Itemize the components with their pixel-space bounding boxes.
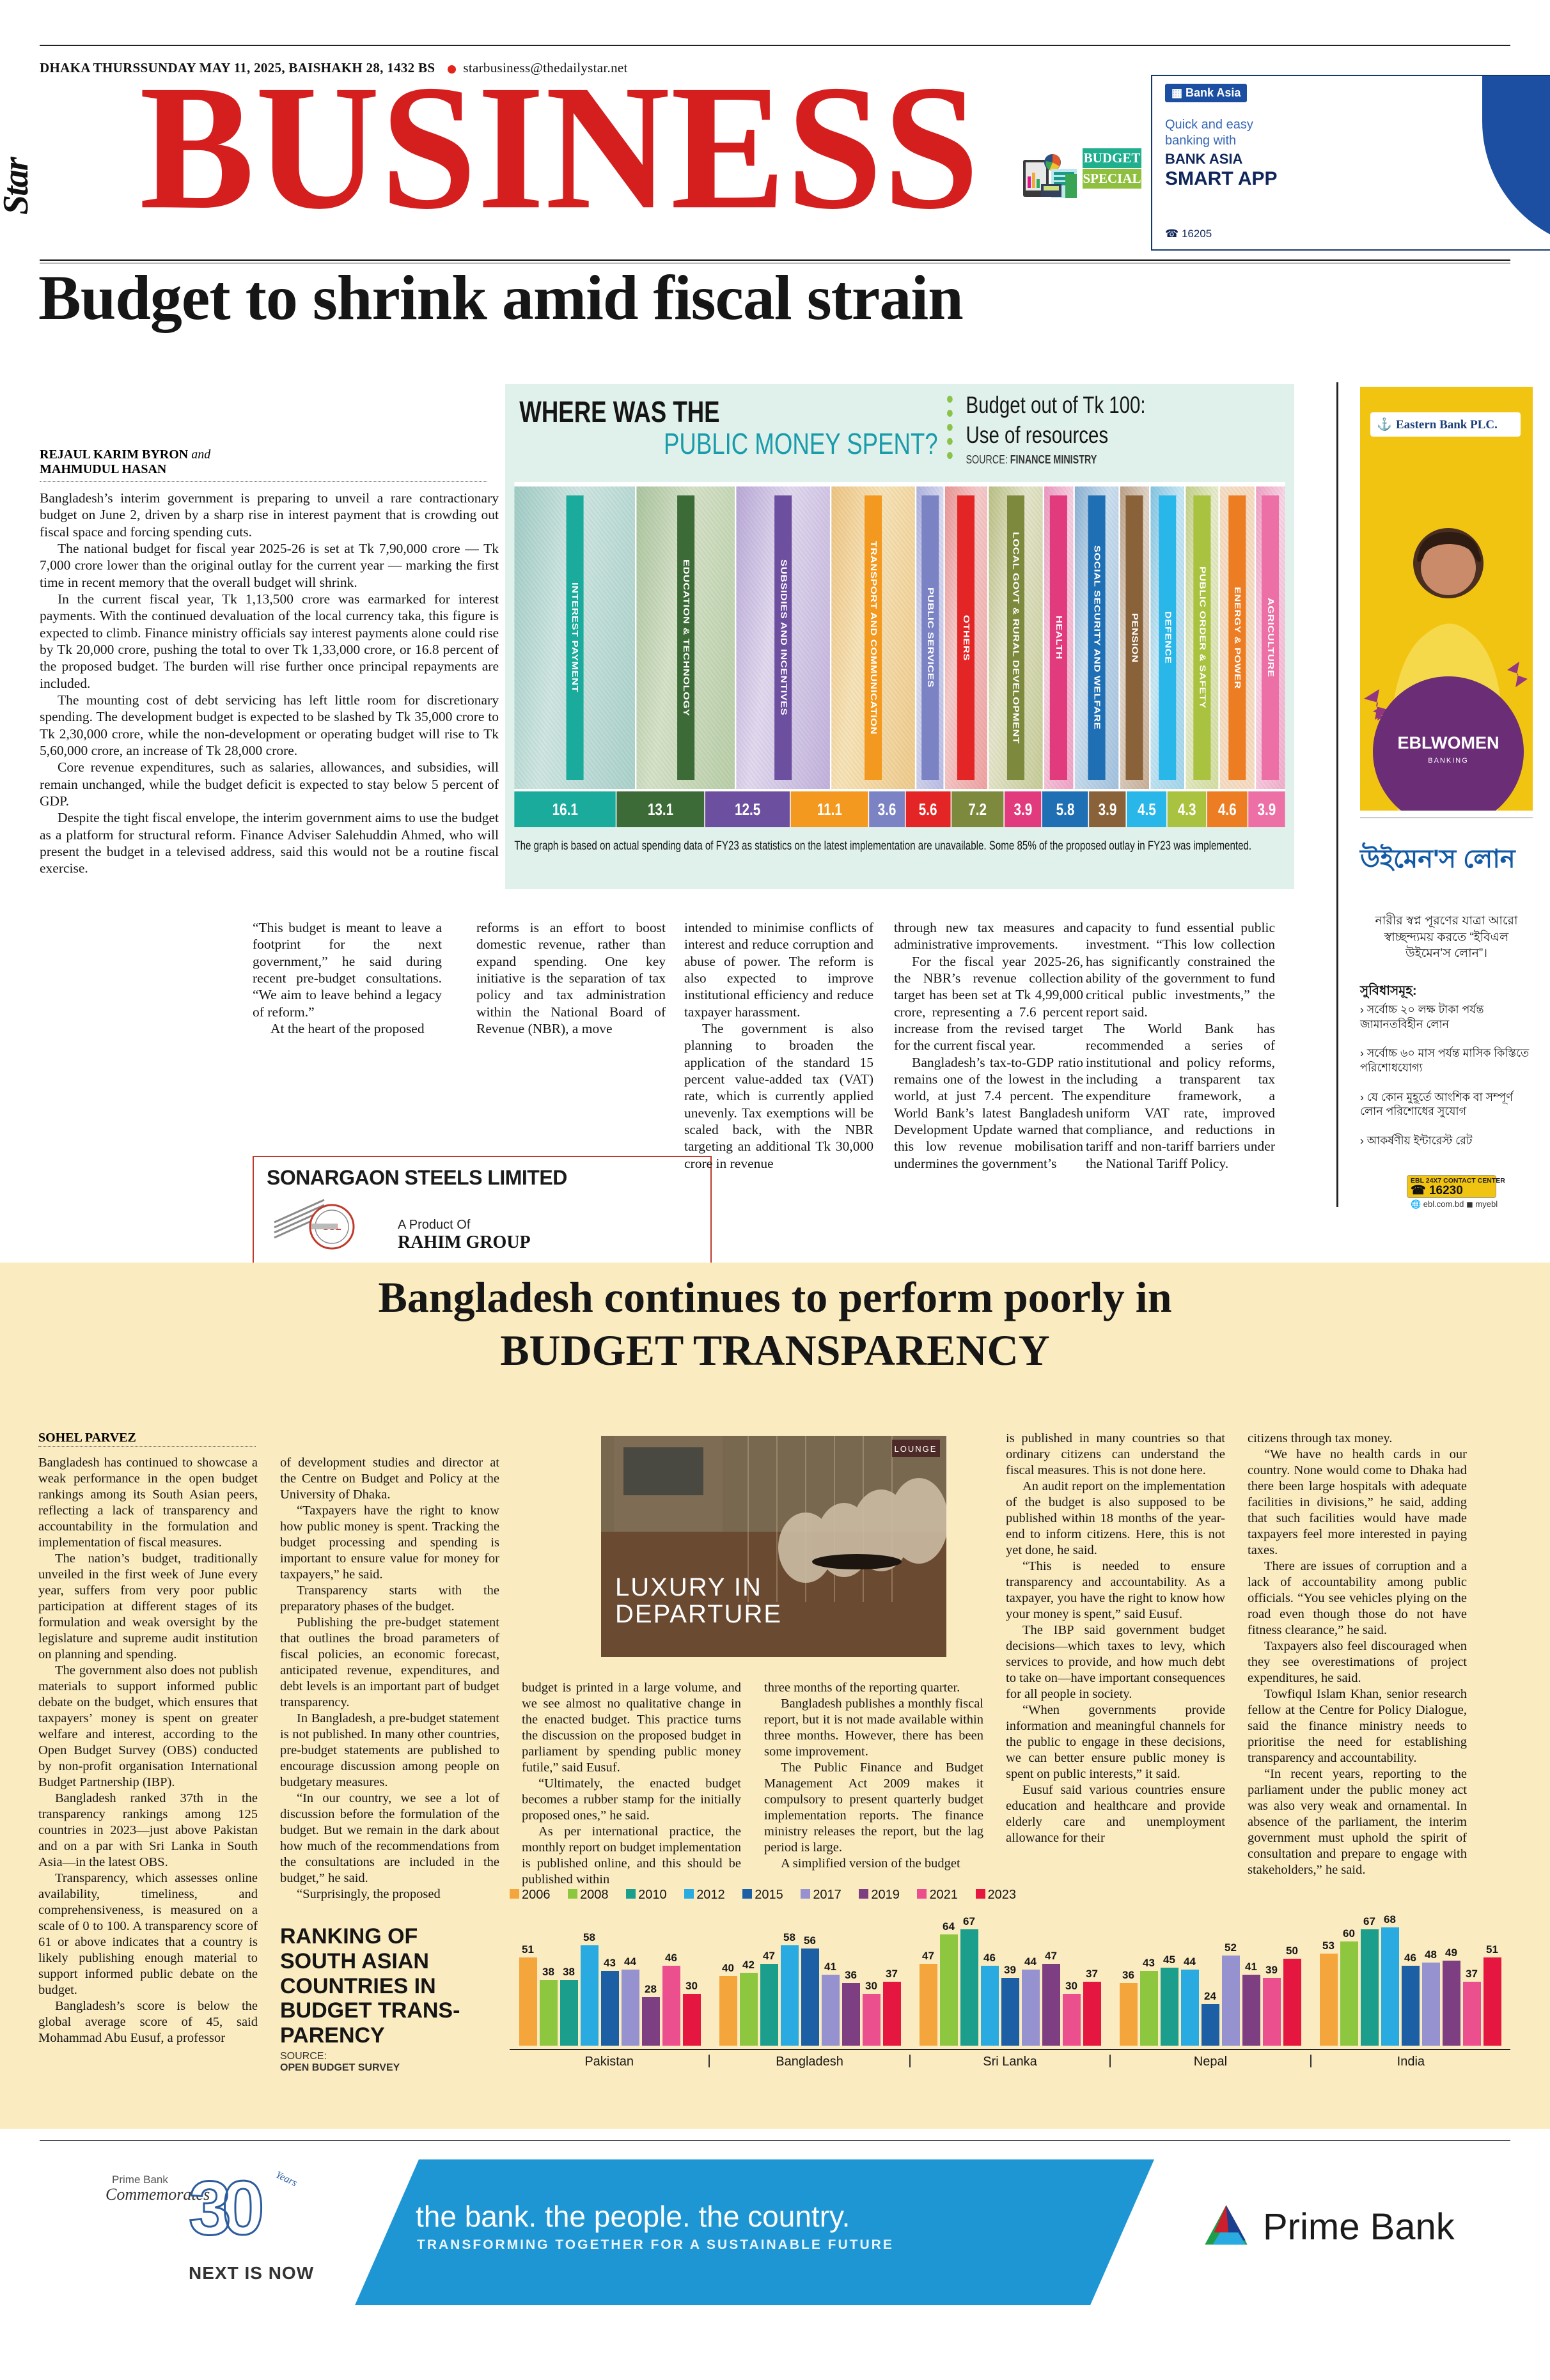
svg-text:LOUNGE: LOUNGE (895, 1444, 937, 1454)
svg-text:LUXURY IN: LUXURY IN (615, 1573, 762, 1601)
svg-text:BANKING: BANKING (1428, 757, 1469, 765)
svg-text:DEPARTURE: DEPARTURE (615, 1600, 782, 1628)
svg-text:EBLWOMEN: EBLWOMEN (1398, 733, 1499, 752)
